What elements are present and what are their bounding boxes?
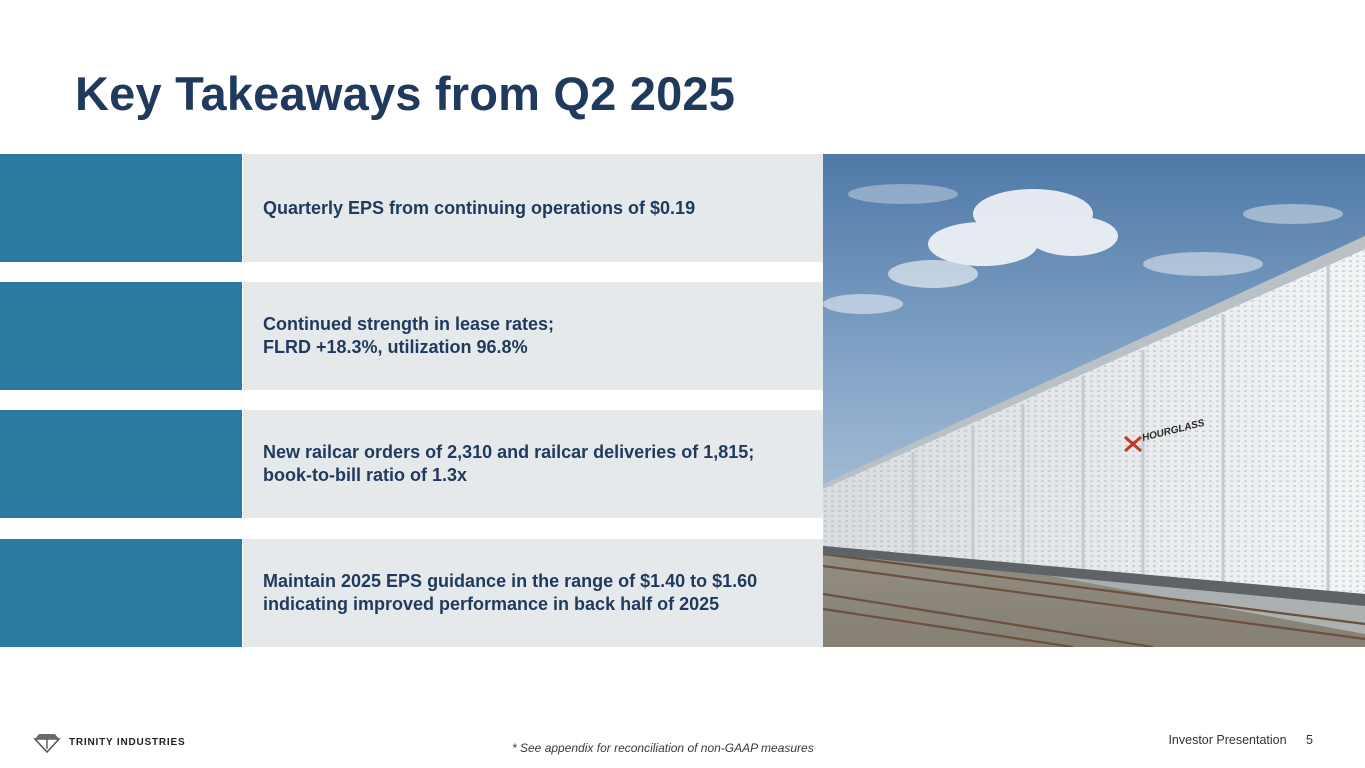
presentation-label: Investor Presentation (1168, 733, 1287, 747)
takeaway-line: FLRD +18.3%, utilization 96.8% (263, 337, 528, 357)
accent-block (0, 154, 242, 262)
accent-block (0, 282, 242, 390)
takeaway-row: New railcar orders of 2,310 and railcar … (0, 410, 823, 518)
page-title: Key Takeaways from Q2 2025 (75, 67, 736, 120)
takeaway-line: book-to-bill ratio of 1.3x (263, 465, 468, 485)
clouds (823, 184, 1343, 314)
railcar-roof (823, 236, 1365, 489)
takeaway-row: Quarterly EPS from continuing operations… (0, 154, 823, 262)
takeaway-text-box: Continued strength in lease rates; FLRD … (243, 282, 823, 390)
railcar-posts (911, 266, 1330, 592)
takeaway-row: Maintain 2025 EPS guidance in the range … (0, 539, 823, 647)
takeaway-text-box: New railcar orders of 2,310 and railcar … (243, 410, 823, 518)
company-name: TRINITY INDUSTRIES (69, 736, 186, 748)
rail-tracks (823, 552, 1365, 647)
takeaway-text-box: Maintain 2025 EPS guidance in the range … (243, 539, 823, 647)
takeaway-line: Maintain 2025 EPS guidance in the range … (263, 571, 758, 591)
footnote: * See appendix for reconciliation of non… (512, 741, 814, 755)
takeaway-row: Continued strength in lease rates; FLRD … (0, 282, 823, 390)
accent-block (0, 539, 242, 647)
railcar-photo: HOURGLASS (823, 154, 1365, 647)
trinity-logo-icon (33, 734, 61, 753)
railcar-underframe (823, 546, 1365, 606)
page-number: 5 (1306, 733, 1313, 747)
takeaway-text-box: Quarterly EPS from continuing operations… (243, 154, 823, 262)
takeaway-line: Quarterly EPS from continuing operations… (263, 197, 696, 218)
company-logo: TRINITY INDUSTRIES (33, 731, 185, 753)
takeaway-line: Continued strength in lease rates; (263, 314, 555, 334)
takeaway-line: indicating improved performance in back … (263, 594, 720, 614)
accent-block (0, 410, 242, 518)
railcar-panels (823, 249, 1365, 594)
takeaway-line: New railcar orders of 2,310 and railcar … (263, 442, 755, 462)
footer-label-group: Investor Presentation 5 (1168, 733, 1313, 747)
